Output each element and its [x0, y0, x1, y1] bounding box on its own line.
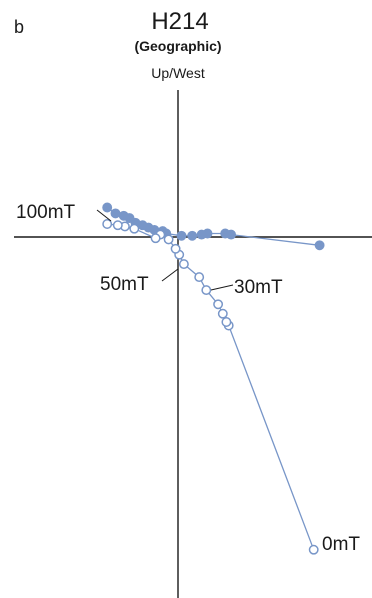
data-point-open-3	[217, 308, 228, 319]
data-point-open-12	[150, 233, 161, 244]
series-line-open	[107, 223, 315, 550]
chart-title: H214	[151, 8, 208, 35]
data-point-filled-2	[220, 228, 231, 239]
data-point-filled-6	[176, 230, 187, 241]
annotation-leader-1	[161, 268, 179, 282]
data-point-filled-5	[187, 230, 198, 241]
panel-label: b	[14, 17, 24, 37]
data-point-filled-16	[102, 202, 113, 213]
data-point-open-5	[201, 285, 212, 296]
data-point-open-7	[178, 259, 189, 270]
axis-label-up-west: Up/West	[151, 65, 205, 81]
data-point-filled-0	[314, 240, 325, 251]
data-point-open-10	[163, 234, 174, 245]
data-point-open-6	[194, 272, 205, 283]
data-point-open-15	[112, 220, 123, 231]
annotation-layer: 100mT 50mT 30mT 0mT	[16, 202, 360, 555]
annotation-label-2: 30mT	[234, 277, 283, 298]
data-point-open-9	[170, 243, 181, 254]
annotation-label-3: 0mT	[322, 534, 360, 555]
annotation-label-1: 50mT	[100, 274, 149, 295]
data-point-filled-4	[196, 229, 207, 240]
data-point-open-2	[221, 317, 232, 327]
data-point-open-4	[213, 299, 224, 310]
annotation-leader-0	[96, 209, 112, 222]
data-point-open-13	[129, 223, 140, 234]
data-point-open-16	[102, 219, 113, 229]
chart-subtitle: (Geographic)	[134, 38, 221, 54]
data-point-filled-15	[110, 208, 121, 219]
data-point-open-0	[308, 544, 319, 555]
data-point-filled-14	[118, 210, 129, 221]
annotation-leader-2	[210, 284, 234, 291]
annotation-label-0: 100mT	[16, 202, 76, 223]
series-layer	[102, 202, 325, 555]
